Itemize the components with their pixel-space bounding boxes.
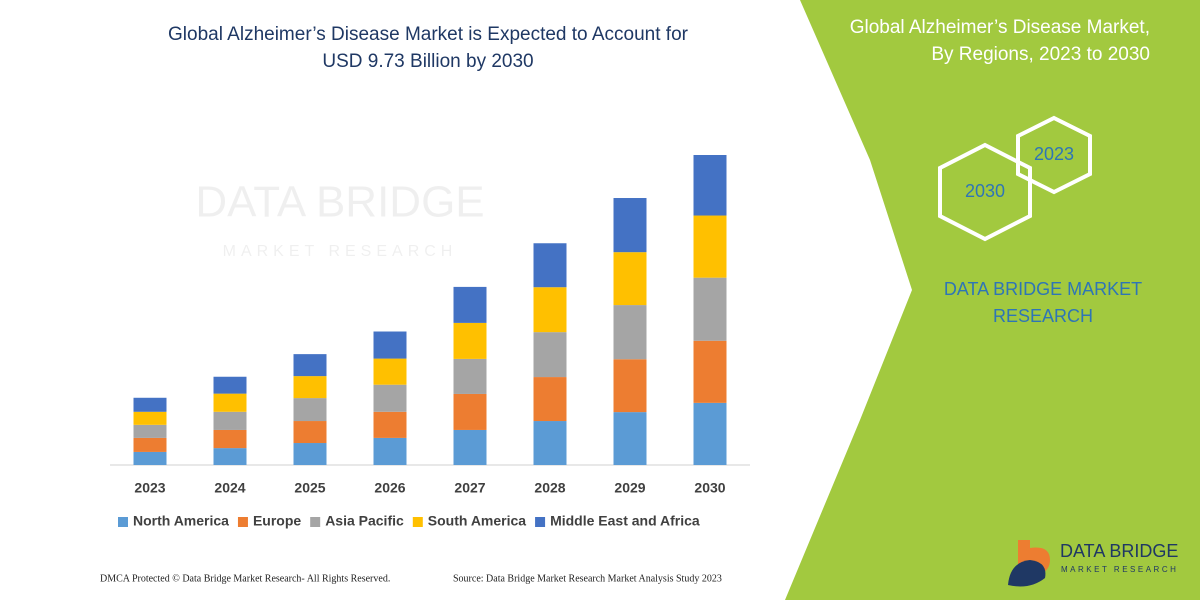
bar-segment	[693, 402, 727, 465]
bar-segment	[293, 376, 327, 399]
bar-segment	[453, 286, 487, 323]
legend-label: Asia Pacific	[325, 513, 404, 529]
x-tick-label: 2025	[294, 480, 325, 496]
bar-segment	[213, 429, 247, 449]
bar-segment	[373, 331, 407, 359]
bar-segment	[453, 393, 487, 430]
hexagon-label: 2023	[1034, 144, 1074, 164]
legend-swatch	[237, 517, 248, 527]
x-tick-label: 2028	[534, 480, 565, 496]
watermark: DATA BRIDGE	[195, 178, 484, 227]
x-tick-label: 2030	[694, 480, 725, 496]
logo-name: DATA BRIDGE	[1060, 541, 1178, 561]
bar-segment	[373, 437, 407, 465]
x-tick-label: 2029	[614, 480, 645, 496]
bar-segment	[693, 340, 727, 403]
footer-text: DMCA Protected © Data Bridge Market Rese…	[100, 573, 390, 584]
chart-title: USD 9.73 Billion by 2030	[322, 51, 533, 72]
hexagon	[1016, 115, 1092, 195]
bar-segment	[133, 437, 167, 452]
legend-label: North America	[133, 513, 229, 529]
bar-segment	[533, 243, 567, 288]
hexagon	[938, 142, 1032, 242]
bar-segment	[693, 277, 727, 341]
bar-segment	[373, 358, 407, 385]
bar-segment	[373, 411, 407, 438]
bar-segment	[293, 398, 327, 422]
bar-segment	[613, 359, 647, 413]
bar-segment	[213, 411, 247, 430]
watermark: MARKET RESEARCH	[223, 243, 458, 260]
bar-segment	[133, 411, 167, 425]
brand-text: RESEARCH	[993, 306, 1093, 326]
bar-segment	[293, 421, 327, 444]
logo-tagline: MARKET RESEARCH	[1061, 565, 1178, 574]
bar-segment	[613, 305, 647, 360]
bar-segment	[213, 448, 247, 465]
legend-swatch	[310, 517, 321, 527]
legend-swatch	[412, 517, 423, 527]
bar-segment	[533, 287, 567, 333]
bar-segment	[533, 377, 567, 422]
bar-segment	[373, 384, 407, 412]
side-panel	[785, 0, 1200, 600]
bar-segment	[453, 358, 487, 394]
legend-label: Europe	[253, 513, 301, 529]
footer-text: Source: Data Bridge Market Research Mark…	[453, 573, 722, 584]
bar-segment	[453, 322, 487, 359]
legend-label: South America	[428, 513, 526, 529]
bar-segment	[613, 252, 647, 306]
brand-text: DATA BRIDGE MARKET	[944, 279, 1142, 299]
x-tick-label: 2027	[454, 480, 485, 496]
logo-icon	[1008, 560, 1046, 587]
bar-segment	[693, 155, 727, 216]
bar-segment	[133, 424, 167, 438]
hexagon-label: 2030	[965, 181, 1005, 201]
legend-label: Middle East and Africa	[550, 513, 700, 529]
bar-segment	[453, 429, 487, 465]
bar-segment	[693, 215, 727, 278]
panel-title: By Regions, 2023 to 2030	[931, 44, 1150, 65]
bar-segment	[533, 332, 567, 378]
x-tick-label: 2023	[134, 480, 165, 496]
x-tick-label: 2026	[374, 480, 405, 496]
panel-title: Global Alzheimer’s Disease Market,	[850, 17, 1150, 38]
bar-segment	[213, 376, 247, 394]
bar-segment	[133, 451, 167, 465]
bar-segment	[293, 443, 327, 465]
legend-swatch	[118, 517, 128, 527]
chart-title: Global Alzheimer’s Disease Market is Exp…	[168, 24, 689, 45]
bar-segment	[613, 412, 647, 465]
legend-swatch	[535, 517, 546, 527]
bar-segment	[613, 198, 647, 253]
x-tick-label: 2024	[214, 480, 245, 496]
bar-segment	[133, 397, 167, 412]
bar-segment	[533, 421, 567, 465]
bar-segment	[293, 354, 327, 377]
bar-segment	[213, 393, 247, 412]
